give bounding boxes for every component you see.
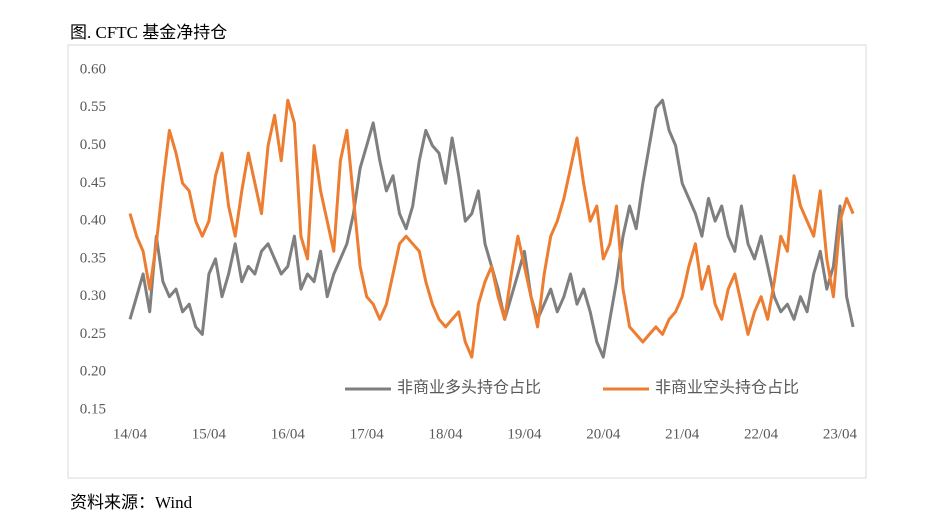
y-tick-label: 0.30 — [80, 288, 106, 304]
x-tick-label: 14/04 — [113, 426, 148, 442]
series-line — [128, 98, 855, 359]
x-tick-label: 18/04 — [428, 426, 463, 442]
y-tick-label: 0.60 — [80, 61, 106, 77]
x-tick-label: 23/04 — [823, 426, 858, 442]
y-tick-label: 0.15 — [80, 401, 106, 417]
chart-frame — [67, 44, 867, 479]
y-tick-label: 0.20 — [80, 364, 106, 380]
x-tick-label: 22/04 — [744, 426, 779, 442]
x-tick-label: 19/04 — [507, 426, 542, 442]
source-note: 资料来源：Wind — [70, 493, 193, 512]
y-tick-label: 0.50 — [80, 137, 106, 153]
x-tick-label: 17/04 — [350, 426, 385, 442]
y-tick-label: 0.25 — [80, 326, 106, 342]
y-tick-label: 0.35 — [80, 250, 106, 266]
chart-title: 图. CFTC 基金净持仓 — [70, 23, 228, 42]
x-tick-label: 16/04 — [271, 426, 306, 442]
legend-label: 非商业多头持仓占比 — [397, 379, 541, 397]
y-tick-label: 0.45 — [80, 175, 106, 191]
x-tick-label: 20/04 — [586, 426, 621, 442]
legend-label: 非商业空头持仓占比 — [655, 379, 799, 397]
y-tick-label: 0.55 — [80, 99, 106, 115]
y-tick-label: 0.40 — [80, 213, 106, 229]
x-tick-label: 21/04 — [665, 426, 700, 442]
x-tick-label: 15/04 — [192, 426, 227, 442]
